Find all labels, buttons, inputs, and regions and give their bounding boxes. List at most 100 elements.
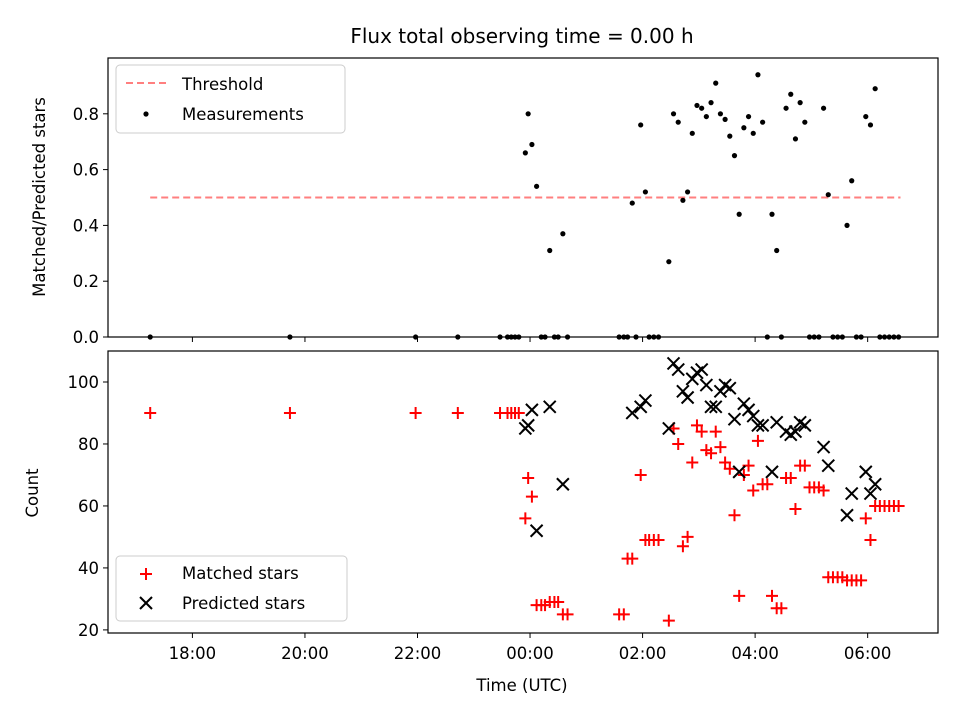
matched-star-point [775,602,788,615]
measurement-point [522,150,528,156]
predicted-star-point [723,381,737,395]
predicted-star-point [798,418,812,433]
predicted-star-point [821,458,835,473]
predicted-star-point [845,486,859,501]
predicted-legend-swatch [139,596,153,610]
matched-star-point [705,447,718,460]
predicted-star-point [788,424,803,439]
matched-star-point [525,490,538,503]
matched-star-point [761,478,774,491]
measurement-point [703,113,709,120]
predicted-star-point [709,400,723,414]
x-tick-label: 06:00 [844,644,892,663]
matched-star-point [859,512,872,525]
matched-star-point [747,484,760,497]
predicted-star-point [732,465,746,479]
matched-star-point [695,425,708,438]
matched-star-point [512,406,525,419]
bottom-y-axis-label: Count [23,468,42,518]
matched-star-point [552,596,565,609]
matched-star-point [737,468,750,481]
x-tick-label: 18:00 [169,644,217,663]
measurement-point [666,259,672,265]
predicted-star-point [713,384,728,398]
measurement-point [774,247,780,254]
measurement-point [547,247,553,254]
predicted-star-point [868,477,882,491]
bottom-y-tick-label: 20 [78,621,99,640]
matched-star-point [519,512,532,525]
measurement-point [670,111,677,117]
measurement-point [675,119,681,125]
top-y-tick-label: 0.2 [73,272,99,291]
top-y-axis-label: Matched/Predicted stars [30,97,49,297]
predicted-star-point [680,390,695,405]
matched-star-point [719,456,732,469]
x-tick-label: 22:00 [394,644,442,663]
predicted-star-point [525,403,539,417]
matched-star-point [634,468,647,481]
predicted-star-point [859,465,873,479]
measurements-legend-swatch [143,111,149,117]
top-axes-frame [107,57,939,338]
measurement-point [642,189,648,195]
measurement-point [825,192,831,198]
bottom-y-tick-label: 60 [78,497,99,516]
measurement-point [750,130,756,136]
measurement-point [722,116,728,122]
measurement-point [760,119,766,125]
measurement-point [788,91,794,97]
measurement-point [689,130,695,136]
top-y-tick-label: 0.6 [73,161,99,180]
predicted-star-point [676,384,690,398]
x-tick-label: 00:00 [506,644,554,663]
bottom-axes-frame [107,350,939,634]
matched-star-point [714,441,727,454]
measurement-point [797,100,803,106]
bottom-y-axis: 20 40 60 80 100 [68,373,108,640]
matched-star-point [733,589,746,602]
bottom-legend: Matched stars Predicted stars [115,555,348,622]
predicted-legend-label: Predicted stars [182,594,305,613]
bottom-panel: 20 40 60 80 100 18:00 20:00 22:00 00:00 02:00 04:… [23,350,939,695]
matched-star-point [817,484,830,497]
matched-star-point [690,419,703,432]
bottom-y-tick-label: 100 [68,373,100,392]
predicted-star-point [666,356,681,371]
measurement-point [769,211,775,217]
predicted-star-point [529,524,544,538]
predicted-star-point [625,406,639,420]
measurement-point [741,125,747,131]
top-legend-box [115,64,346,134]
matched-star-point [652,534,665,547]
measurement-point [529,141,535,148]
matched-star-point [522,472,535,485]
matched-star-point [672,437,685,450]
matched-star-point [662,614,675,627]
predicted-star-point [633,400,648,414]
matched-star-point [855,574,868,587]
matched-star-point [709,425,722,438]
matched-star-point [561,608,574,621]
measurement-point [560,231,566,237]
measurement-point [680,197,686,203]
measurement-point [713,80,719,86]
matched-star-point [728,509,741,522]
predicted-star-point [699,378,714,392]
matched-star-point [798,459,811,472]
predicted-star-point [662,421,676,436]
predicted-star-point [863,486,878,501]
top-y-tick-label: 0.0 [73,328,99,347]
measurement-point [872,86,878,92]
matched-star-point [864,534,877,547]
bottom-marks [144,356,905,627]
predicted-star-point [737,396,751,411]
measurement-point [820,105,827,111]
measurement-point [849,178,855,184]
measurement-point [867,122,874,128]
measurement-point [792,136,799,142]
measurement-point [699,105,705,111]
top-y-tick-label: 0.4 [73,216,99,235]
matched-star-point [686,456,699,469]
measurement-point [731,153,738,159]
